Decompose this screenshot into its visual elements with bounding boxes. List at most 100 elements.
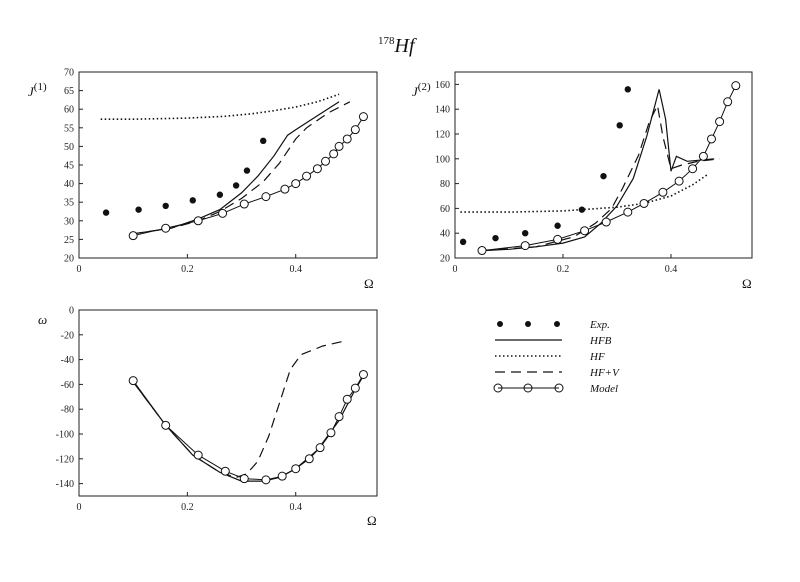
svg-text:178Hf: 178Hf bbox=[378, 35, 417, 57]
model-point bbox=[731, 81, 741, 91]
y-tick-label: 45 bbox=[64, 161, 74, 172]
y-axis-label: J(2) bbox=[412, 81, 431, 99]
exp-point bbox=[162, 202, 169, 210]
exp-point bbox=[522, 230, 529, 237]
series-line-hf bbox=[100, 93, 340, 120]
model-point bbox=[239, 474, 249, 484]
y-tick-label: 0 bbox=[69, 306, 74, 317]
legend-label-model: Model bbox=[589, 383, 618, 395]
model-point bbox=[261, 192, 271, 202]
y-tick-label: -140 bbox=[56, 479, 74, 490]
model-point bbox=[161, 420, 171, 430]
model-point bbox=[326, 428, 336, 438]
model-point bbox=[291, 464, 301, 474]
figure-title: 178Hf bbox=[378, 35, 417, 57]
model-point bbox=[658, 187, 668, 197]
model-point bbox=[334, 412, 344, 422]
x-axis-ticks: 0 0.2 0.4 bbox=[453, 254, 678, 275]
legend-marker-exp bbox=[497, 321, 503, 327]
exp-point bbox=[492, 234, 499, 242]
model-point bbox=[601, 217, 611, 227]
series-line-hfb bbox=[481, 89, 715, 252]
model-point bbox=[291, 179, 301, 189]
model-point bbox=[193, 450, 203, 460]
y-tick-label: 65 bbox=[64, 86, 74, 97]
model-point bbox=[639, 198, 649, 208]
exp-point bbox=[216, 191, 224, 198]
model-point bbox=[350, 383, 360, 393]
y-tick-label: -20 bbox=[61, 330, 74, 341]
model-point bbox=[623, 207, 633, 217]
y-tick-label: 140 bbox=[435, 105, 450, 116]
series-line-model bbox=[133, 116, 364, 237]
y-tick-label: -60 bbox=[61, 380, 74, 391]
x-tick-label: 0 bbox=[453, 264, 458, 275]
model-point bbox=[315, 443, 325, 453]
plot-frame bbox=[78, 71, 378, 259]
exp-point bbox=[102, 209, 110, 216]
legend-marker-exp bbox=[554, 321, 560, 327]
y-tick-label: -40 bbox=[61, 355, 74, 366]
x-axis-ticks: 0 0.2 0.4 bbox=[77, 492, 302, 513]
y-tick-label: 60 bbox=[64, 105, 74, 116]
x-tick-label: 0.2 bbox=[181, 502, 194, 513]
x-tick-label: 0.4 bbox=[289, 502, 302, 513]
y-tick-label: 25 bbox=[64, 235, 74, 246]
x-tick-label: 0.4 bbox=[665, 264, 678, 275]
data-layer bbox=[128, 340, 368, 485]
y-tick-label: 35 bbox=[64, 198, 74, 209]
x-tick-label: 0.2 bbox=[557, 264, 570, 275]
data-layer bbox=[459, 81, 741, 256]
exp-point bbox=[578, 206, 586, 213]
model-point bbox=[342, 134, 352, 144]
model-point bbox=[218, 208, 228, 218]
model-point bbox=[358, 112, 368, 122]
model-point bbox=[277, 471, 287, 481]
y-axis-ticks: 20 40 60 80 100 120 140 160 bbox=[435, 80, 459, 265]
exp-point bbox=[260, 137, 267, 145]
legend-marker-exp bbox=[525, 321, 531, 327]
title-main: Hf bbox=[394, 35, 417, 57]
legend-marker-model bbox=[493, 383, 503, 393]
x-axis-label: Ω bbox=[742, 276, 752, 291]
model-point bbox=[161, 223, 171, 233]
exp-point bbox=[232, 182, 240, 189]
model-point bbox=[342, 394, 352, 404]
x-tick-label: 0.4 bbox=[289, 264, 302, 275]
legend-item-model: Model bbox=[493, 383, 618, 395]
y-tick-label: 70 bbox=[64, 68, 74, 79]
x-tick-label: 0.2 bbox=[181, 264, 194, 275]
model-point bbox=[321, 156, 331, 166]
model-point bbox=[674, 176, 684, 186]
x-axis-ticks: 0 0.2 0.4 bbox=[77, 254, 302, 275]
y-axis-ticks: 20 25 30 35 40 45 50 55 60 65 70 bbox=[64, 68, 83, 265]
model-point bbox=[220, 466, 230, 476]
y-tick-label: 20 bbox=[440, 254, 450, 265]
y-tick-label: 100 bbox=[435, 154, 450, 165]
y-tick-label: 55 bbox=[64, 123, 74, 134]
panel-j2: 0 0.2 0.4 20 40 60 80 100 120 140 160 J(2) Ω bbox=[412, 71, 753, 291]
title-superscript: 178 bbox=[378, 35, 395, 47]
model-point bbox=[128, 231, 138, 241]
model-point bbox=[477, 246, 487, 256]
plot-frame bbox=[454, 71, 753, 259]
x-axis-label: Ω bbox=[364, 276, 374, 291]
y-tick-label: 120 bbox=[435, 130, 450, 141]
model-point bbox=[520, 241, 530, 251]
model-point bbox=[698, 151, 708, 161]
exp-point bbox=[554, 222, 561, 229]
model-point bbox=[128, 376, 138, 386]
y-tick-label: -120 bbox=[56, 454, 74, 465]
model-point bbox=[329, 149, 339, 159]
model-point bbox=[239, 199, 249, 209]
legend-marker-model bbox=[523, 383, 533, 393]
exp-point bbox=[459, 238, 467, 246]
exp-point bbox=[189, 197, 196, 204]
legend-label-exp: Exp. bbox=[589, 319, 610, 331]
legend-label-hfb: HFB bbox=[589, 335, 612, 347]
y-tick-label: 20 bbox=[64, 254, 74, 265]
exp-point bbox=[616, 122, 623, 129]
y-axis-label: ω bbox=[38, 312, 47, 327]
y-tick-label: 80 bbox=[440, 179, 450, 190]
